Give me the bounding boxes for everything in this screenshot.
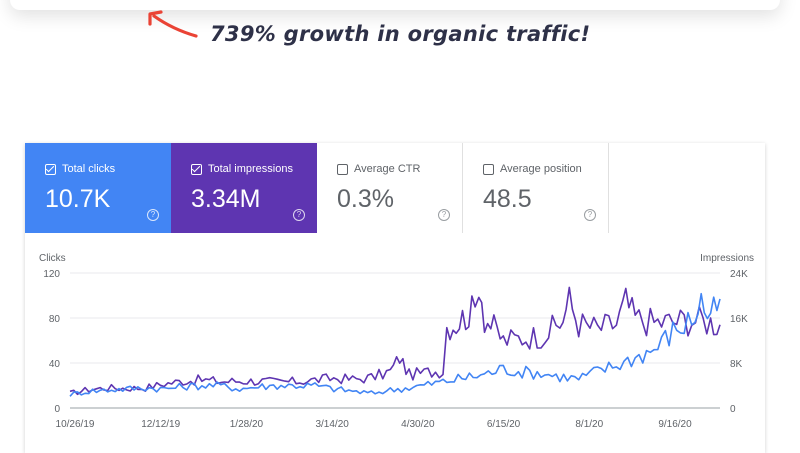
help-icon[interactable]: ? [584,209,596,221]
x-tick-label: 3/14/20 [315,419,349,430]
checkbox-unchecked-icon[interactable] [483,163,494,175]
impressions-series-line [69,286,721,396]
help-icon[interactable]: ? [293,209,305,221]
top-card-edge [10,0,780,10]
total-impressions-header: Total impressions [191,163,293,175]
average-position-header: Average position [483,163,582,175]
clicks-series-line [69,292,721,397]
red-arrow-icon [148,10,198,38]
x-tick-label: 6/15/20 [487,419,521,430]
checkbox-checked-icon[interactable] [191,163,202,175]
metric-tiles: Total clicks 10.7K ? Total impressions 3… [25,143,609,233]
help-icon[interactable]: ? [147,209,159,221]
average-ctr-header: Average CTR [337,163,420,175]
right-tick-label: 8K [730,359,743,370]
x-tick-label: 8/1/20 [575,419,603,430]
x-tick-label: 4/30/20 [401,419,435,430]
right-tick-label: 24K [730,269,748,280]
right-axis-label: Impressions [700,253,754,264]
total-impressions-label: Total impressions [208,163,293,175]
x-tick-label: 1/28/20 [230,419,264,430]
average-ctr-tile[interactable]: Average CTR 0.3% ? [317,143,463,233]
help-icon[interactable]: ? [438,209,450,221]
headline: 739% growth in organic traffic! [210,22,591,46]
left-axis-label: Clicks [39,253,66,264]
average-ctr-label: Average CTR [354,163,421,175]
total-impressions-value: 3.34M [191,185,261,213]
total-impressions-tile[interactable]: Total impressions 3.34M ? [171,143,317,233]
left-tick-label: 40 [49,359,61,370]
checkbox-unchecked-icon[interactable] [337,163,348,175]
right-tick-label: 0 [730,404,736,415]
checkbox-checked-icon[interactable] [45,163,56,175]
right-tick-label: 16K [730,314,748,325]
left-tick-label: 0 [54,404,60,415]
average-position-label: Average position [500,163,582,175]
average-ctr-value: 0.3% [337,185,394,213]
total-clicks-header: Total clicks [45,163,115,175]
x-tick-label: 12/12/19 [141,419,180,430]
performance-chart: 120 24K 80 16K 40 8K 0 0 Clicks Impressions 10/26/… [39,253,754,430]
performance-panel: Total clicks 10.7K ? Total impressions 3… [25,143,765,453]
left-tick-label: 80 [49,314,61,325]
total-clicks-value: 10.7K [45,185,111,213]
total-clicks-label: Total clicks [62,163,116,175]
average-position-value: 48.5 [483,185,532,213]
x-tick-label: 9/16/20 [658,419,692,430]
x-tick-label: 10/26/19 [56,419,95,430]
average-position-tile[interactable]: Average position 48.5 ? [463,143,609,233]
left-tick-label: 120 [43,269,60,280]
total-clicks-tile[interactable]: Total clicks 10.7K ? [25,143,171,233]
